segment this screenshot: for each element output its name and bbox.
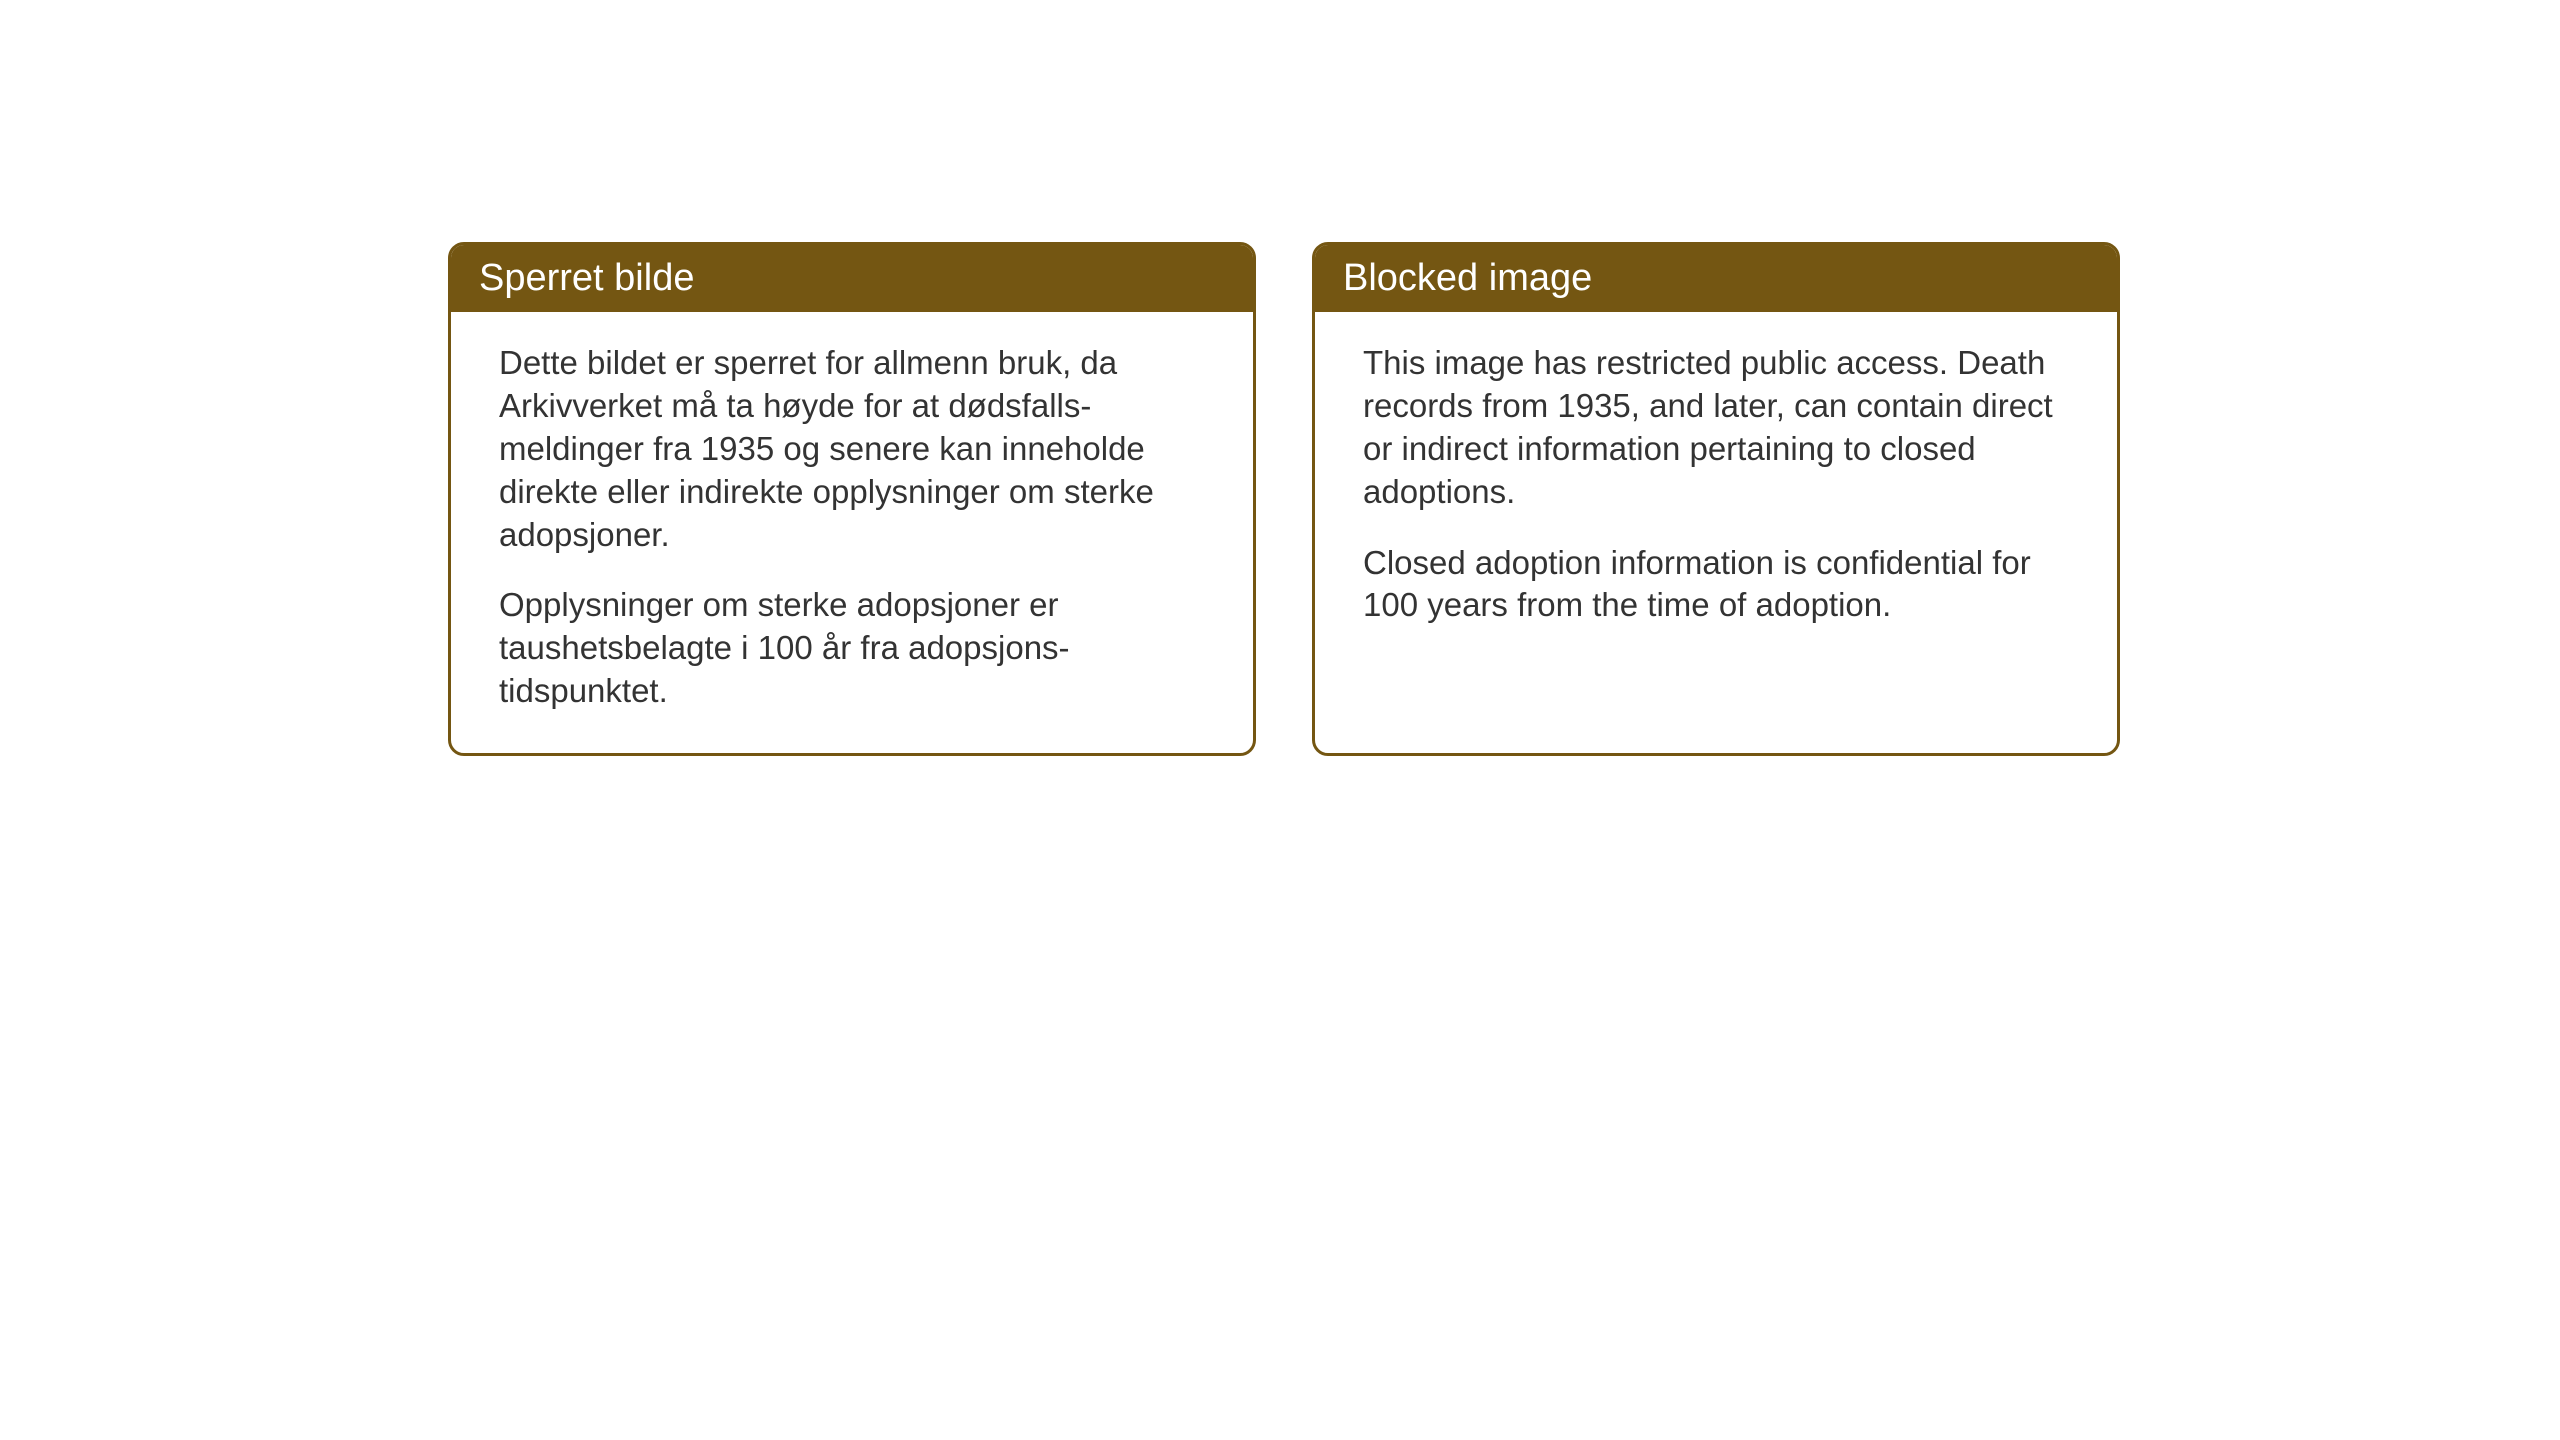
card-paragraph-english-2: Closed adoption information is confident…	[1363, 542, 2069, 628]
notice-card-norwegian: Sperret bilde Dette bildet er sperret fo…	[448, 242, 1256, 756]
notice-container: Sperret bilde Dette bildet er sperret fo…	[448, 242, 2120, 756]
card-body-norwegian: Dette bildet er sperret for allmenn bruk…	[451, 312, 1253, 753]
card-title-norwegian: Sperret bilde	[479, 257, 694, 299]
card-paragraph-norwegian-2: Opplysninger om sterke adopsjoner er tau…	[499, 584, 1205, 713]
notice-card-english: Blocked image This image has restricted …	[1312, 242, 2120, 756]
card-paragraph-norwegian-1: Dette bildet er sperret for allmenn bruk…	[499, 342, 1205, 556]
card-header-norwegian: Sperret bilde	[451, 245, 1253, 312]
card-header-english: Blocked image	[1315, 245, 2117, 312]
card-body-english: This image has restricted public access.…	[1315, 312, 2117, 667]
card-paragraph-english-1: This image has restricted public access.…	[1363, 342, 2069, 514]
card-title-english: Blocked image	[1343, 257, 1592, 299]
